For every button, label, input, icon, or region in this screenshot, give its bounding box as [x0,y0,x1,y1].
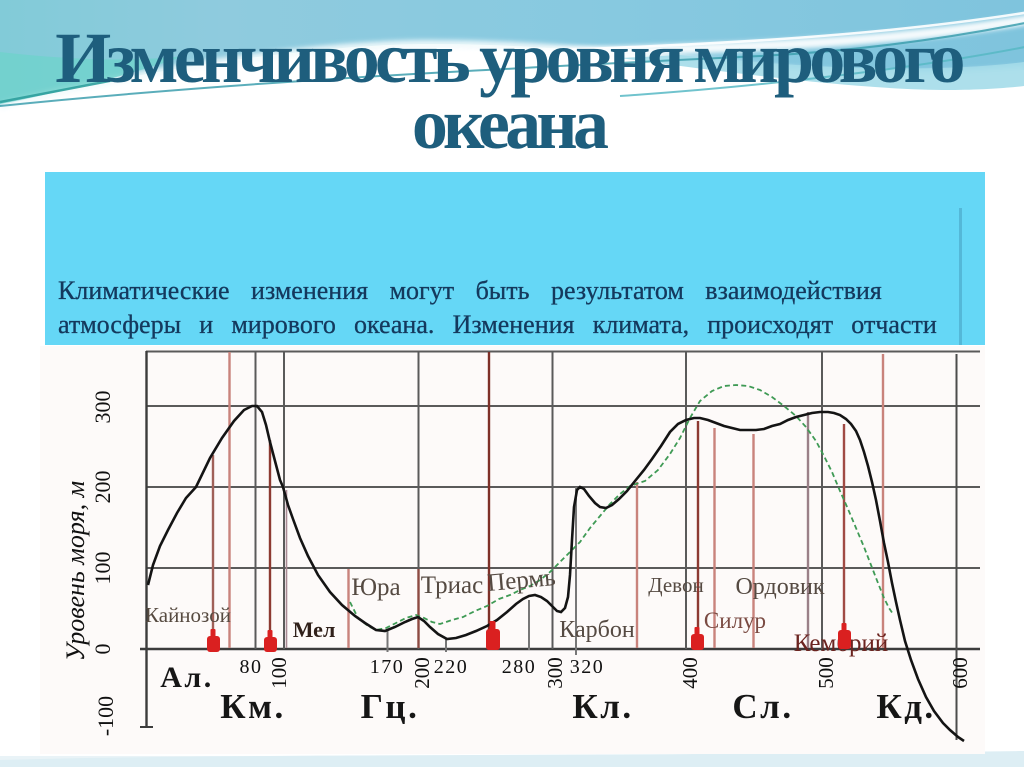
svg-text:Триас: Триас [421,572,483,599]
svg-text:170: 170 [370,656,405,678]
svg-text:280: 280 [502,656,537,678]
svg-text:600: 600 [948,657,972,689]
svg-text:500: 500 [814,657,838,689]
svg-text:Пермь: Пермь [486,564,557,597]
svg-text:Карбон: Карбон [559,617,635,643]
svg-text:Гц.: Гц. [361,687,420,726]
svg-text:Кайнозой: Кайнозой [145,603,231,627]
svg-text:Юра: Юра [351,574,400,601]
svg-text:-100: -100 [93,696,118,736]
svg-text:100: 100 [90,552,115,585]
svg-text:220: 220 [434,656,469,678]
svg-text:Силур: Силур [704,608,766,633]
svg-text:Сл.: Сл. [732,687,793,726]
svg-text:80: 80 [240,656,263,678]
svg-text:Кл.: Кл. [572,687,633,726]
svg-text:Км.: Км. [220,687,285,726]
svg-text:200: 200 [90,471,115,504]
svg-text:Мел: Мел [293,617,336,642]
svg-text:Девон: Девон [648,573,703,597]
svg-text:400: 400 [678,657,702,689]
svg-text:300: 300 [90,391,115,424]
svg-text:300: 300 [543,657,567,689]
svg-text:0: 0 [90,644,115,655]
svg-text:Кд.: Кд. [876,687,935,726]
svg-text:Ал.: Ал. [160,661,214,694]
svg-text:Уровень моря, м: Уровень моря, м [61,481,90,661]
svg-text:Ордовик: Ордовик [735,574,824,600]
svg-text:320: 320 [570,656,605,678]
svg-text:100: 100 [267,657,291,689]
svg-text:200: 200 [410,657,434,689]
